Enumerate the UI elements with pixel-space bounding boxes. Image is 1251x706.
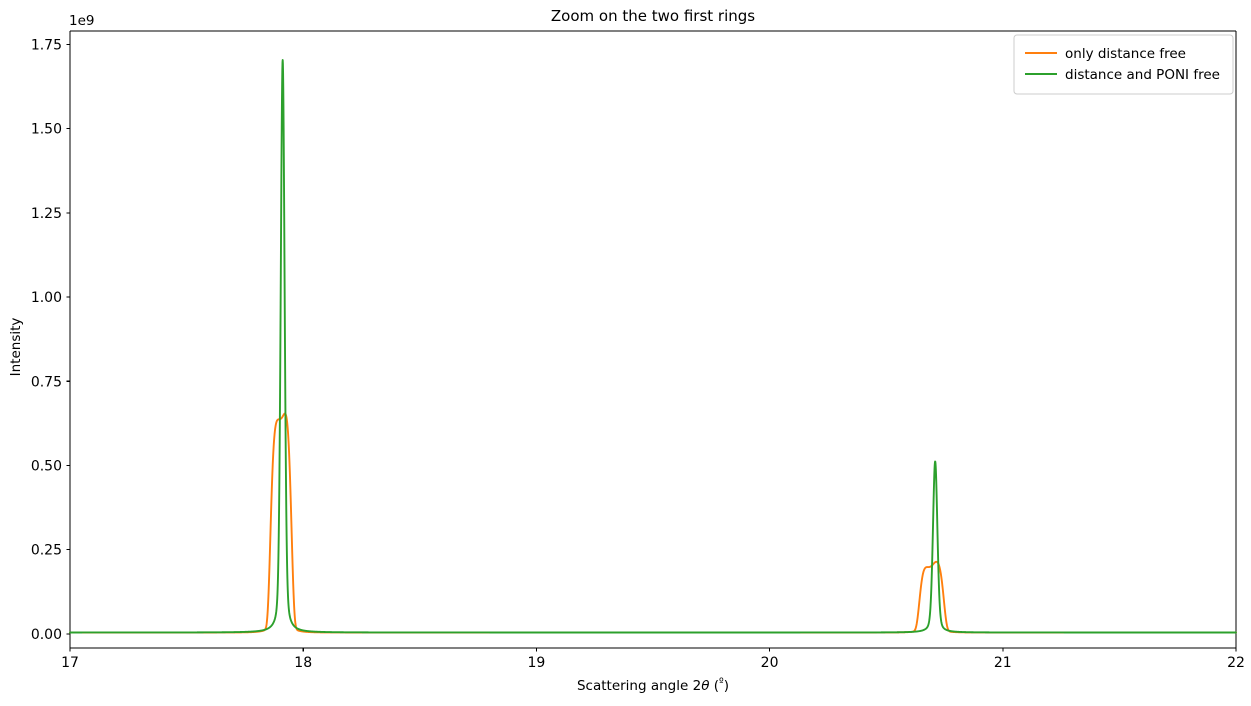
x-tick-label: 18 (294, 655, 312, 671)
y-axis-offset-text: 1e9 (69, 13, 94, 29)
y-tick-label: 0.25 (31, 543, 62, 559)
y-tick-label: 1.25 (31, 206, 62, 222)
data-series-group (69, 59, 1237, 634)
legend-box (1013, 34, 1234, 95)
y-tick-label: 0.75 (31, 374, 62, 390)
y-tick-label: 1.00 (31, 290, 62, 306)
axes-spines (69, 30, 1237, 649)
x-tick-label: 19 (527, 655, 545, 671)
y-tick-label: 1.50 (31, 122, 62, 138)
y-axis-ticks: 0.00 0.25 0.50 0.75 1.00 1.25 1.50 1.75 (31, 37, 70, 643)
series-line-orange (69, 412, 1237, 634)
y-tick-label: 0.50 (31, 458, 62, 474)
x-tick-label: 20 (761, 655, 779, 671)
y-tick-label: 1.75 (31, 37, 62, 53)
chart-title: Zoom on the two first rings (551, 7, 755, 25)
y-axis-label: Intensity (8, 318, 24, 377)
chart-legend[interactable]: only distance free distance and PONI free (1013, 34, 1234, 95)
x-axis-ticks: 17 18 19 20 21 22 (61, 648, 1245, 671)
series-line-green (69, 59, 1237, 634)
x-axis-label: Scattering angle 2θ (º) (577, 677, 729, 695)
legend-label-0[interactable]: only distance free (1065, 46, 1186, 62)
x-tick-label: 21 (994, 655, 1012, 671)
x-tick-label: 22 (1227, 655, 1245, 671)
legend-label-1[interactable]: distance and PONI free (1065, 67, 1220, 83)
y-tick-label: 0.00 (31, 627, 62, 643)
x-tick-label: 17 (61, 655, 79, 671)
